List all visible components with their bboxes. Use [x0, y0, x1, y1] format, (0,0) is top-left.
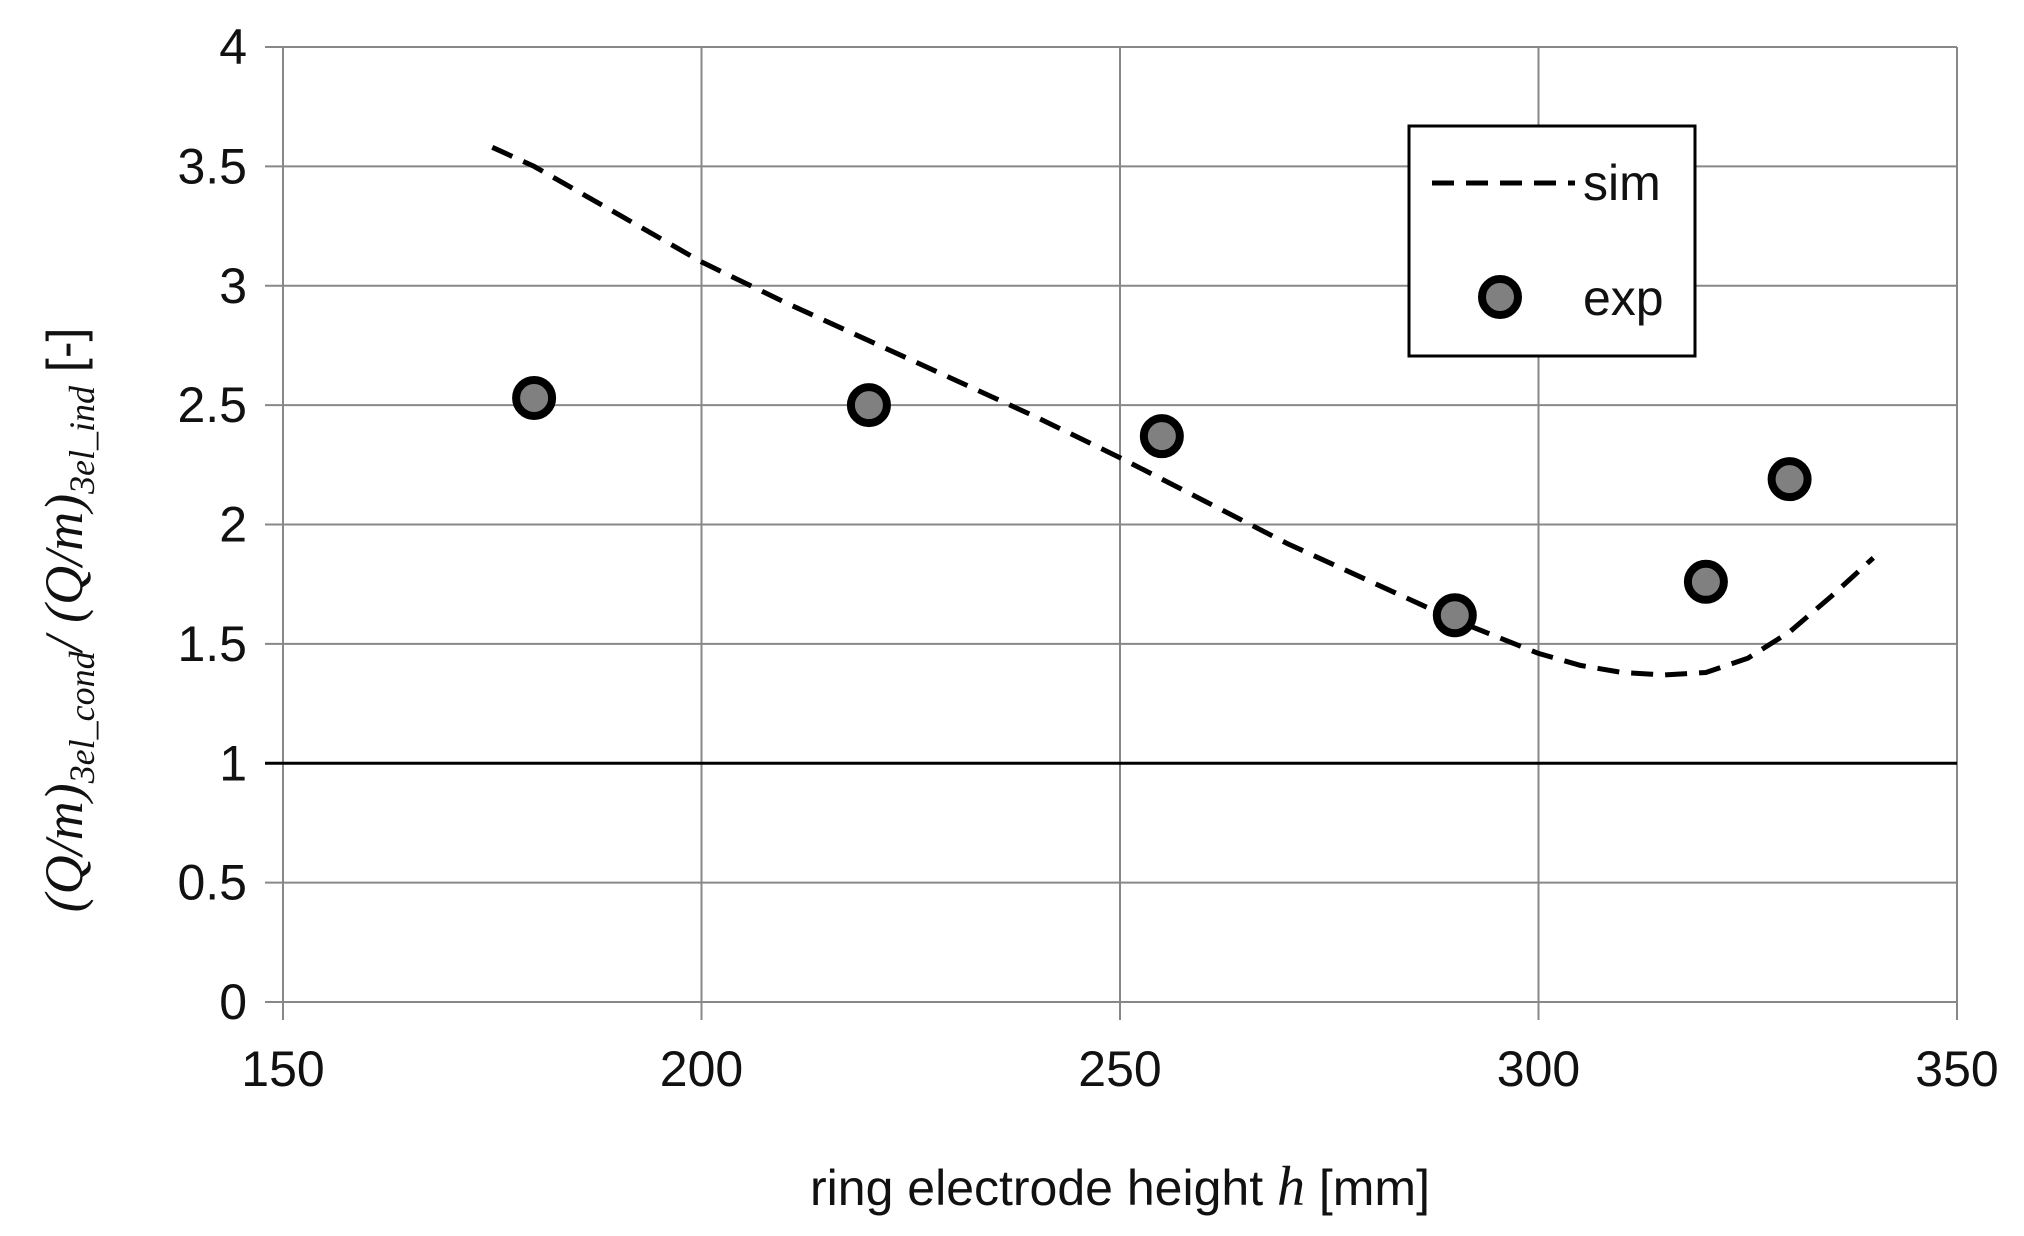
- y-axis-title-denominator-sub: 3el_ind: [62, 385, 102, 495]
- legend-exp-swatch: [1478, 275, 1522, 319]
- exp-point: [846, 383, 891, 428]
- y-tick-label: 2.5: [177, 377, 247, 433]
- tick-labels: 0 0.5 1 1.5 2 2.5 3 3.5 4 150 200 250 300 350: [177, 19, 1998, 1097]
- y-axis-title-numerator-sub: 3el_cond: [62, 650, 102, 784]
- y-tick-label: 1: [219, 735, 247, 791]
- y-axis-title: (Q/m)3el_cond/ (Q/m)3el_ind [-]: [34, 328, 102, 913]
- x-tick-label: 150: [241, 1041, 324, 1097]
- exp-point: [1767, 457, 1812, 502]
- legend: sim exp: [1407, 124, 1697, 358]
- x-tick-label: 200: [660, 1041, 743, 1097]
- legend-exp-label: exp: [1583, 270, 1664, 326]
- y-axis-title-slash: /: [34, 623, 94, 655]
- legend-sim-label: sim: [1583, 155, 1661, 211]
- exp-point: [1683, 559, 1728, 604]
- exp-point: [1432, 593, 1477, 638]
- y-tick-label: 0.5: [177, 855, 247, 911]
- y-tick-label: 0: [219, 974, 247, 1030]
- y-tick-label: 2: [219, 497, 247, 553]
- sim-line: [491, 145, 1875, 678]
- y-tick-label: 4: [219, 19, 247, 75]
- x-axis-title-variable: h: [1277, 1156, 1305, 1218]
- y-axis-title-denominator: (Q/m): [34, 494, 94, 623]
- x-tick-label: 250: [1078, 1041, 1161, 1097]
- x-tick-label: 300: [1497, 1041, 1580, 1097]
- series-layer: [491, 145, 1875, 678]
- exp-point: [512, 375, 557, 420]
- y-axis-title-unit: [-]: [37, 328, 93, 386]
- y-tick-label: 1.5: [177, 616, 247, 672]
- y-axis-title-numerator: (Q/m): [34, 783, 94, 912]
- grid: [265, 46, 1958, 1020]
- x-axis-title-prefix: ring electrode height: [810, 1160, 1277, 1216]
- x-axis-title-unit: [mm]: [1305, 1160, 1430, 1216]
- y-tick-label: 3.5: [177, 138, 247, 194]
- y-tick-label: 3: [219, 258, 247, 314]
- x-axis-title: ring electrode height h [mm]: [810, 1156, 1430, 1218]
- x-tick-label: 350: [1915, 1041, 1998, 1097]
- exp-point: [1139, 414, 1184, 459]
- legend-box: [1407, 124, 1697, 358]
